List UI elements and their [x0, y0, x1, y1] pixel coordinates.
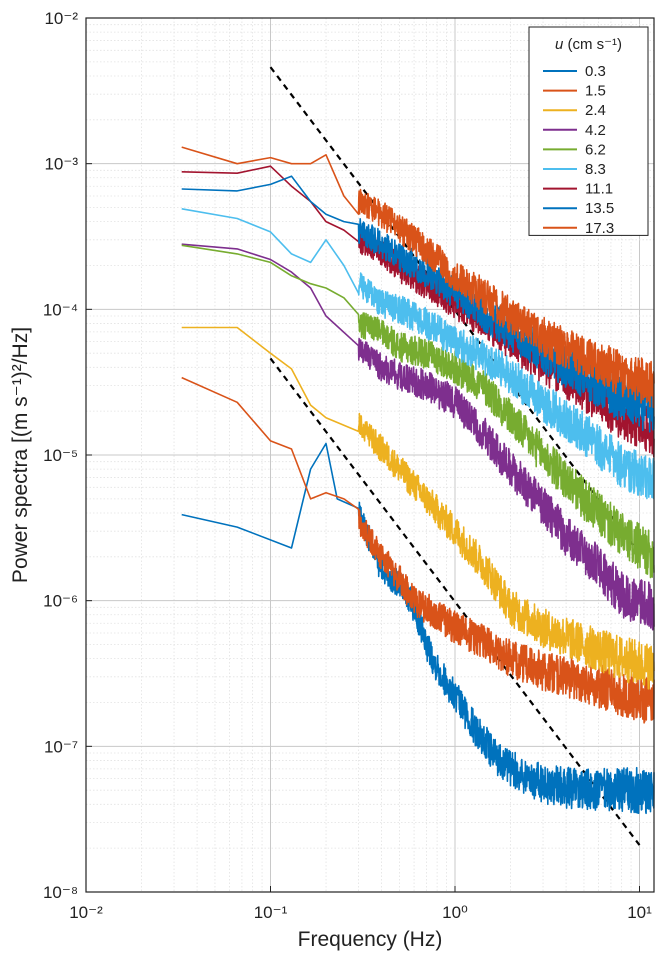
y-tick-label: 10⁻⁷: [44, 737, 78, 756]
legend-title: u (cm s⁻¹): [555, 36, 622, 53]
reference-slope-line: [269, 357, 641, 846]
reference-lines: [269, 66, 641, 846]
y-axis-label: Power spectra [(m s⁻¹)²/Hz]: [9, 327, 32, 583]
series-line-13-5: [181, 175, 655, 433]
legend-title-variable: u: [555, 36, 564, 53]
legend-label: 2.4: [585, 102, 606, 119]
reference-slope-line: [269, 66, 641, 555]
y-tick-label: 10⁻⁶: [43, 592, 78, 611]
series-line-4-2: [181, 243, 655, 631]
legend-label: 4.2: [585, 122, 606, 139]
legend-label: 0.3: [585, 63, 606, 80]
series-line-1-5: [181, 376, 655, 724]
y-tick-label: 10⁻⁵: [43, 446, 78, 465]
x-tick-label: 10⁻¹: [254, 903, 288, 922]
x-tick-label: 10¹: [627, 903, 652, 922]
axis-ticks: 10⁻² 10⁻¹ 10⁰ 10¹ 10⁻⁸ 10⁻⁷ 10⁻⁶ 10⁻⁵ 10⁻⁴ 10⁻³ 10…: [43, 9, 652, 922]
x-tick-label: 10⁻²: [69, 903, 103, 922]
legend-title-unit: (cm s⁻¹): [563, 36, 622, 53]
legend-label: 1.5: [585, 83, 606, 100]
y-tick-label: 10⁻²: [44, 9, 78, 28]
legend-label: 13.5: [585, 200, 614, 217]
y-tick-label: 10⁻³: [44, 155, 78, 174]
y-tick-label: 10⁻⁸: [43, 883, 78, 902]
series-line-6-2: [181, 244, 655, 579]
legend-label: 6.2: [585, 141, 606, 158]
series-line-8-3: [181, 208, 655, 500]
series-lines: [181, 146, 655, 815]
series-line-2-4: [181, 326, 655, 690]
series-line-17-3: [181, 146, 655, 409]
legend: u (cm s⁻¹) 0.3 1.5 2.4 4.2 6.2 8.3 11.1 13.5 17.3: [528, 26, 649, 237]
y-tick-label: 10⁻⁴: [43, 300, 78, 319]
legend-box: [528, 26, 649, 236]
legend-label: 11.1: [585, 181, 613, 198]
x-axis-label: Frequency (Hz): [298, 928, 443, 951]
legend-label: 17.3: [585, 220, 614, 237]
legend-label: 8.3: [585, 161, 606, 178]
x-tick-label: 10⁰: [442, 903, 468, 922]
